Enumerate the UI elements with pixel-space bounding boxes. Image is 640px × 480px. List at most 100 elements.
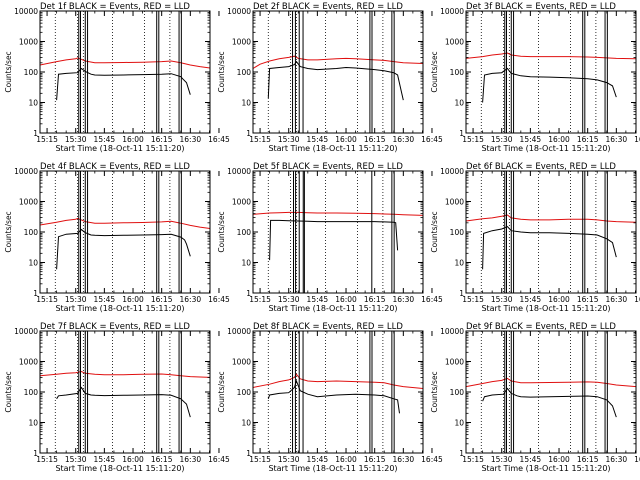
panel-2-plot-frame <box>252 10 424 134</box>
panel-5-x-tick-label: 15:15 <box>249 295 271 304</box>
panel-4-x-tick-label: 16:30 <box>180 295 202 304</box>
panel-6-x-tick-label: 15:30 <box>491 295 513 304</box>
panel-8-x-tick-label: 16:45 <box>421 455 443 464</box>
panel-9-x-tick-label: 15:30 <box>491 455 513 464</box>
panel-3-x-tick-label: 16:15 <box>577 135 599 144</box>
panel-7-y-axis-label: Counts/sec <box>4 371 13 412</box>
panel-1-lld-series-line <box>39 57 211 69</box>
panel-7-lld-series-line <box>39 370 211 378</box>
panel-3-y-tick-label: 10000 <box>440 7 464 16</box>
panel-4-x-tick-label: 15:15 <box>36 295 58 304</box>
panel-1-y-tick-label: 100 <box>24 68 39 77</box>
panel-3-y-tick-label: 1000 <box>445 38 464 47</box>
panel-4-events-series-line <box>56 228 191 270</box>
panel-8-title: Det 8f BLACK = Events, RED = LLD <box>253 322 403 332</box>
panel-5-y-tick-label: 10 <box>241 259 251 268</box>
panel-3-title: Det 3f BLACK = Events, RED = LLD <box>466 2 616 12</box>
panel-5-y-tick-label: 100 <box>237 228 252 237</box>
panel-9-x-tick-label: 16:30 <box>606 455 628 464</box>
panel-7-y-tick-label: 10 <box>28 419 38 428</box>
panel-2-y-tick-label: 10 <box>241 99 251 108</box>
panel-3-y-axis-label: Counts/sec <box>430 51 439 92</box>
panel-9-plot-frame <box>465 330 637 454</box>
panel-3-x-tick-label: 16:30 <box>606 135 628 144</box>
panel-2-x-tick-label: 15:15 <box>249 135 271 144</box>
panel-3-x-tick-label: 15:30 <box>491 135 513 144</box>
panel-1-y-tick-label: 1 <box>33 129 38 138</box>
panel-2-lld-series-line <box>252 55 424 69</box>
panel-1-title: Det 1f BLACK = Events, RED = LLD <box>40 2 190 12</box>
panel-9-x-tick-label: 15:45 <box>520 455 542 464</box>
panel-2-x-tick-label: 16:30 <box>393 135 415 144</box>
panel-1-x-tick-label: 16:15 <box>151 135 173 144</box>
panel-3-x-tick-label: 15:45 <box>520 135 542 144</box>
panel-8-x-tick-label: 16:15 <box>364 455 386 464</box>
panel-7-y-tick-label: 100 <box>24 388 39 397</box>
panel-2-y-tick-label: 1 <box>246 129 251 138</box>
panel-3-x-tick-label: 16:45 <box>634 135 640 144</box>
panel-6-y-axis-label: Counts/sec <box>430 211 439 252</box>
panel-8-y-tick-label: 1000 <box>232 358 251 367</box>
panel-6-y-tick-label: 10000 <box>440 167 464 176</box>
panel-5-lld-series-line <box>252 211 424 216</box>
panel-6-y-tick-label: 1 <box>459 289 464 298</box>
panel-4-y-tick-label: 100 <box>24 228 39 237</box>
panel-1-x-tick-label: 16:30 <box>180 135 202 144</box>
panel-6-events-series-line <box>482 226 617 270</box>
panel-4-lld-series-line <box>39 217 211 229</box>
panel-7-title: Det 7f BLACK = Events, RED = LLD <box>40 322 190 332</box>
panel-5-events-series-line <box>269 219 399 261</box>
panel-2-x-tick-label: 16:00 <box>335 135 357 144</box>
panel-6-x-axis-label: Start Time (18-Oct-11 15:11:20) <box>481 304 610 313</box>
panel-6-y-tick-label: 1000 <box>445 198 464 207</box>
panel-8-x-tick-label: 15:45 <box>307 455 329 464</box>
panel-1-plot-frame <box>39 10 211 134</box>
panel-8-lld-series-line <box>252 373 424 389</box>
panel-6-title: Det 6f BLACK = Events, RED = LLD <box>466 162 616 172</box>
panel-4-y-tick-label: 1000 <box>19 198 38 207</box>
panel-8-y-tick-label: 100 <box>237 388 252 397</box>
panel-5-y-axis-label: Counts/sec <box>217 211 226 252</box>
panel-8-y-axis-label: Counts/sec <box>217 371 226 412</box>
panel-5-x-tick-label: 16:45 <box>421 295 443 304</box>
panel-4-title: Det 4f BLACK = Events, RED = LLD <box>40 162 190 172</box>
panel-5-x-tick-label: 15:30 <box>278 295 300 304</box>
panel-4-y-tick-label: 10000 <box>14 167 38 176</box>
panel-1-x-tick-label: 16:00 <box>122 135 144 144</box>
panel-5-y-tick-label: 1000 <box>232 198 251 207</box>
panel-9-y-axis-label: Counts/sec <box>430 371 439 412</box>
panel-9-y-tick-label: 1 <box>459 449 464 458</box>
panel-7-y-tick-label: 1 <box>33 449 38 458</box>
panel-9-title: Det 9f BLACK = Events, RED = LLD <box>466 322 616 332</box>
panel-2-x-tick-label: 15:30 <box>278 135 300 144</box>
panel-3-y-tick-label: 100 <box>450 68 465 77</box>
panel-1-x-tick-label: 15:45 <box>94 135 116 144</box>
panel-7-plot-frame <box>39 330 211 454</box>
panel-7-x-tick-label: 15:45 <box>94 455 116 464</box>
panel-2-x-tick-label: 16:45 <box>421 135 443 144</box>
panel-6-y-tick-label: 100 <box>450 228 465 237</box>
panel-4-plot-frame <box>39 170 211 294</box>
panel-7-y-tick-label: 10000 <box>14 327 38 336</box>
panel-5-x-tick-label: 16:30 <box>393 295 415 304</box>
panel-2-x-axis-label: Start Time (18-Oct-11 15:11:20) <box>268 144 397 153</box>
panel-7-events-series-line <box>56 386 191 418</box>
panel-9-x-tick-label: 15:15 <box>462 455 484 464</box>
panel-2-y-tick-label: 10000 <box>227 7 251 16</box>
panel-2-y-tick-label: 100 <box>237 68 252 77</box>
panel-5-plot-frame <box>252 170 424 294</box>
panel-6-x-tick-label: 16:15 <box>577 295 599 304</box>
panel-7-x-axis-label: Start Time (18-Oct-11 15:11:20) <box>55 464 184 473</box>
panel-6-x-tick-label: 15:15 <box>462 295 484 304</box>
panel-9-y-tick-label: 10 <box>454 419 464 428</box>
panel-3-y-tick-label: 10 <box>454 99 464 108</box>
panel-8-y-tick-label: 1 <box>246 449 251 458</box>
panel-9-x-tick-label: 16:00 <box>548 455 570 464</box>
panel-8-x-tick-label: 15:30 <box>278 455 300 464</box>
panel-4-x-tick-label: 15:45 <box>94 295 116 304</box>
panel-9-y-tick-label: 10000 <box>440 327 464 336</box>
panel-8-x-axis-label: Start Time (18-Oct-11 15:11:20) <box>268 464 397 473</box>
panel-6-x-tick-label: 16:45 <box>634 295 640 304</box>
panel-5-y-tick-label: 1 <box>246 289 251 298</box>
